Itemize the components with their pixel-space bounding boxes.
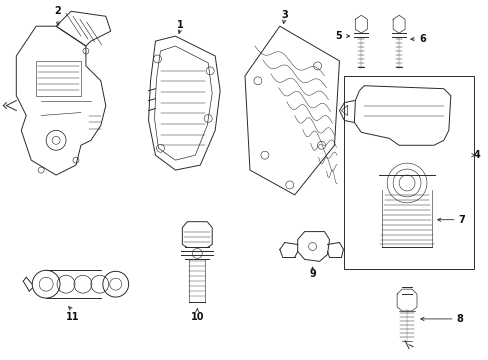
- Text: 5: 5: [335, 31, 342, 41]
- Text: 11: 11: [66, 312, 80, 322]
- Text: 9: 9: [308, 269, 315, 279]
- Text: 1: 1: [177, 20, 183, 30]
- Text: 10: 10: [190, 312, 203, 322]
- Bar: [344, 76, 473, 269]
- Text: 4: 4: [473, 150, 480, 160]
- Text: 2: 2: [55, 6, 61, 16]
- Bar: [36, 61, 81, 96]
- Text: 6: 6: [418, 34, 425, 44]
- Text: 8: 8: [456, 314, 463, 324]
- Text: 3: 3: [281, 10, 287, 20]
- Text: 7: 7: [458, 215, 465, 225]
